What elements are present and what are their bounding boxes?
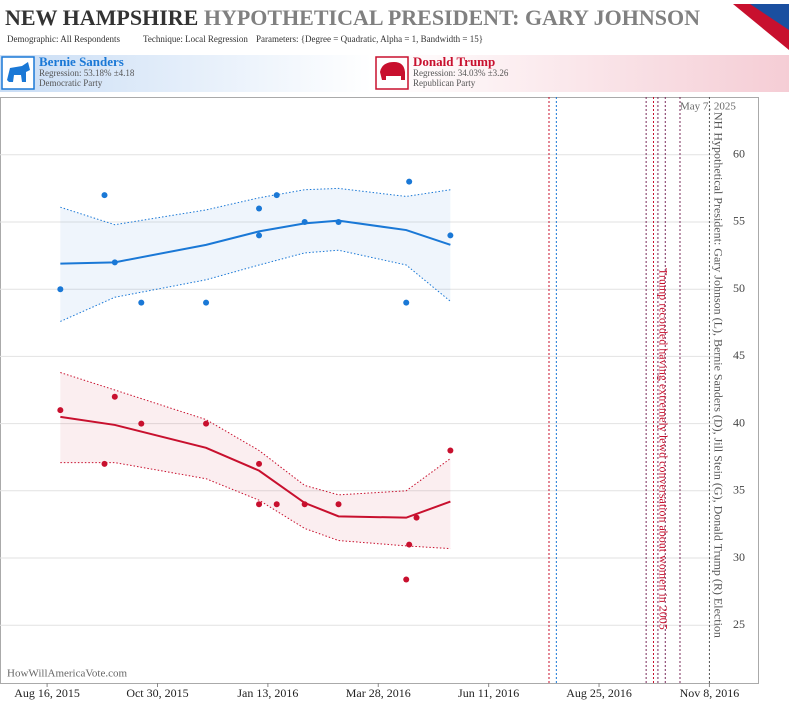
- data-point: [273, 192, 280, 199]
- trend-line: [60, 415, 451, 519]
- x-tick-label: Aug 16, 2015: [14, 686, 80, 700]
- subtitle: Technique: Local Regression: [143, 34, 248, 44]
- legend-party: Democratic Party: [39, 78, 103, 88]
- x-tick-label: Jan 13, 2016: [237, 686, 298, 700]
- data-point: [111, 393, 118, 400]
- legend-name: Bernie Sanders: [39, 54, 124, 69]
- y-tick-label: 60: [733, 147, 745, 161]
- title-main: NEW HAMPSHIRE: [5, 5, 198, 30]
- data-point: [101, 192, 108, 199]
- data-point: [406, 178, 413, 185]
- data-point: [413, 514, 420, 521]
- y-tick-label: 40: [733, 415, 745, 429]
- legend-regression: Regression: 34.03% ±3.26: [413, 68, 509, 78]
- y-tick-label: 35: [733, 483, 745, 497]
- x-tick-label: Nov 8, 2016: [680, 686, 740, 700]
- x-tick-label: Jun 11, 2016: [458, 686, 519, 700]
- data-point: [335, 218, 342, 225]
- y-tick-label: 50: [733, 281, 745, 295]
- flag-logo: [750, 4, 789, 30]
- title-rest: HYPOTHETICAL PRESIDENT: GARY JOHNSON: [204, 5, 700, 30]
- data-point: [335, 501, 342, 508]
- data-point: [57, 286, 64, 293]
- data-point: [403, 299, 410, 306]
- y-tick-label: 30: [733, 550, 745, 564]
- x-tick-label: Mar 28, 2016: [346, 686, 411, 700]
- data-point: [138, 420, 145, 427]
- y-tick-label: 45: [733, 348, 745, 362]
- band-edge: [60, 249, 451, 322]
- plot-frame: [0, 97, 759, 684]
- band-edge: [60, 462, 451, 550]
- legend-regression: Regression: 53.18% ±4.18: [39, 68, 135, 78]
- data-point: [203, 299, 210, 306]
- data-point: [101, 460, 108, 467]
- annotation: Trump recorded having extremely lewd con…: [657, 268, 671, 630]
- data-point: [256, 205, 263, 212]
- data-point: [256, 501, 263, 508]
- y-tick-label: 25: [733, 617, 745, 631]
- legend-party: Republican Party: [413, 78, 476, 88]
- date-label: May 7, 2025: [680, 101, 736, 113]
- data-point: [447, 232, 454, 239]
- data-point: [256, 460, 263, 467]
- subtitle: Demographic: All Respondents: [7, 34, 120, 44]
- data-point: [301, 218, 308, 225]
- x-tick-label: Aug 25, 2016: [566, 686, 632, 700]
- legend-panel: [374, 55, 789, 92]
- subtitle: Parameters: {Degree = Quadratic, Alpha =…: [256, 34, 483, 44]
- watermark: HowWillAmericaVote.com: [7, 668, 127, 680]
- data-point: [203, 420, 210, 427]
- y-tick-label: 55: [733, 214, 745, 228]
- legend-panel: [0, 55, 372, 92]
- confidence-band: [60, 372, 451, 549]
- data-point: [301, 501, 308, 508]
- trend-line: [60, 219, 451, 265]
- party-icon: [7, 62, 30, 82]
- data-point: [447, 447, 454, 454]
- x-tick-label: Oct 30, 2015: [126, 686, 188, 700]
- confidence-band: [60, 188, 451, 322]
- data-point: [138, 299, 145, 306]
- data-point: [403, 576, 410, 583]
- legend-name: Donald Trump: [413, 54, 495, 69]
- annotation: NH Hypothetical President: Gary Johnson …: [712, 112, 726, 638]
- data-point: [111, 259, 118, 266]
- data-point: [256, 232, 263, 239]
- data-point: [273, 501, 280, 508]
- chart-title: NEW HAMPSHIRE HYPOTHETICAL PRESIDENT: GA…: [5, 5, 700, 30]
- party-icon: [380, 62, 405, 80]
- data-point: [57, 407, 64, 414]
- data-point: [406, 541, 413, 548]
